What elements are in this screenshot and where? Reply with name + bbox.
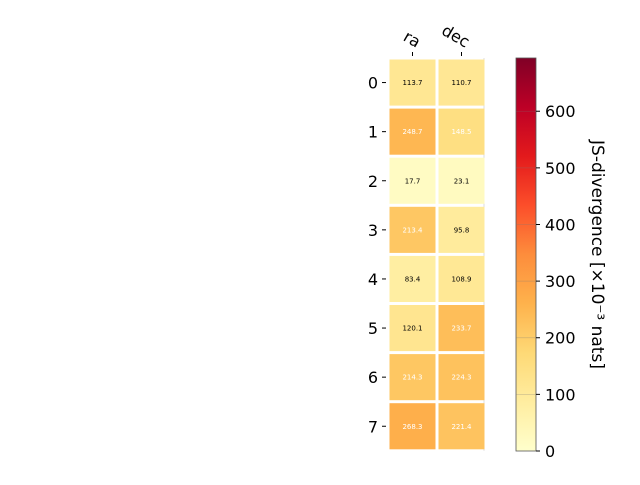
cell-value-label: 268.3 <box>402 423 422 431</box>
cell-value-label: 214.3 <box>402 374 422 382</box>
colorbar-tick-label: 500 <box>545 159 576 178</box>
heatmap-cell <box>389 108 436 155</box>
row-tick-label: 4 <box>368 270 378 289</box>
heatmap-cell <box>438 305 485 352</box>
cell-value-label: 213.4 <box>402 226 423 234</box>
cell-value-label: 110.7 <box>451 79 471 87</box>
cell-value-label: 148.5 <box>451 128 471 136</box>
cell-value-label: 108.9 <box>451 275 471 283</box>
colorbar-tick-label: 0 <box>545 442 555 461</box>
colorbar-tick-label: 400 <box>545 215 576 234</box>
row-tick-label: 3 <box>368 221 378 240</box>
heatmap-cell <box>389 59 436 106</box>
row-tick-label: 2 <box>368 172 378 191</box>
heatmap-cell <box>389 305 436 352</box>
row-tick-label: 0 <box>368 74 378 93</box>
heatmap-cell <box>438 108 485 155</box>
heatmap-cell <box>438 255 485 302</box>
cell-value-label: 83.4 <box>405 275 421 283</box>
colorbar-tick-label: 200 <box>545 329 576 348</box>
colorbar-tick-label: 300 <box>545 272 576 291</box>
cell-value-label: 23.1 <box>454 177 470 185</box>
cell-value-label: 113.7 <box>402 79 422 87</box>
heatmap-cell <box>389 157 436 204</box>
cell-value-label: 248.7 <box>402 128 422 136</box>
cell-value-label: 221.4 <box>451 423 472 431</box>
cell-value-label: 17.7 <box>405 177 421 185</box>
row-tick-label: 5 <box>368 319 378 338</box>
row-tick-label: 7 <box>368 417 378 436</box>
heatmap-cell <box>438 157 485 204</box>
row-tick-label: 1 <box>368 123 378 142</box>
heatmap-cell <box>389 354 436 401</box>
column-tick-label: ra <box>400 27 424 52</box>
heatmap-cell <box>438 354 485 401</box>
row-tick-label: 6 <box>368 368 378 387</box>
colorbar-label: JS-divergence [×10⁻³ nats] <box>587 139 607 369</box>
cell-value-label: 120.1 <box>402 325 422 333</box>
heatmap-cell <box>438 206 485 253</box>
heatmap-cell <box>438 59 485 106</box>
column-tick-label: dec <box>439 21 473 52</box>
cell-value-label: 224.3 <box>451 374 471 382</box>
colorbar-gradient <box>515 57 537 452</box>
heatmap-cell <box>389 206 436 253</box>
colorbar-tick-label: 100 <box>545 385 576 404</box>
heatmap-cell <box>438 403 485 450</box>
heatmap-cell <box>389 255 436 302</box>
cell-value-label: 95.8 <box>454 226 470 234</box>
cell-value-label: 233.7 <box>451 325 471 333</box>
heatmap-cell <box>389 403 436 450</box>
colorbar-tick-label: 600 <box>545 102 576 121</box>
